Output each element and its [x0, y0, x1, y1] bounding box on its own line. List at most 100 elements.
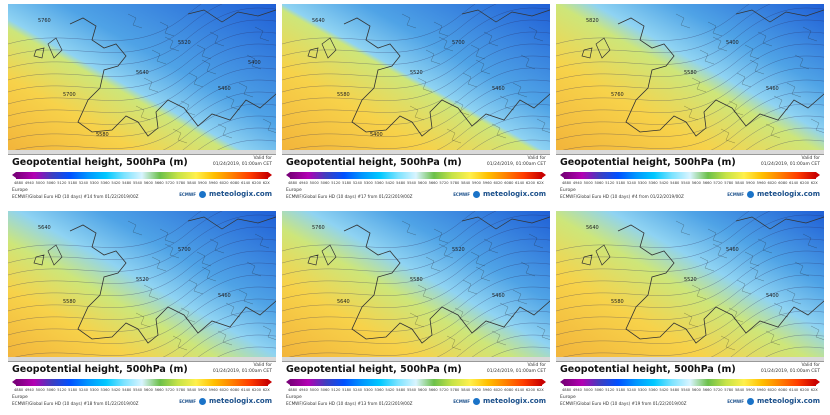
scale-tick-label: 5540: [406, 388, 417, 392]
scale-tick-label: 6080: [778, 388, 788, 392]
brand-logo[interactable]: ECMWF meteologix.com: [179, 397, 272, 405]
scale-tick-label: 5780: [450, 388, 460, 392]
scale-tick-label: 5240: [78, 181, 89, 185]
border-line: [209, 238, 225, 254]
scale-tick-label: 6080: [504, 181, 514, 185]
scale-tick-label: 5600: [691, 181, 701, 185]
brand-logo[interactable]: ECMWF meteologix.com: [727, 397, 820, 405]
scale-tick-label: 5420: [111, 388, 121, 392]
border-line: [246, 261, 262, 277]
contour-line: [556, 91, 824, 153]
brand-logo[interactable]: ECMWF meteologix.com: [453, 397, 546, 405]
region-label: Europe: [286, 188, 302, 193]
border-line: [159, 228, 175, 244]
border-line: [757, 238, 773, 254]
contour-line: [8, 214, 276, 276]
scale-tick-label: 4880: [288, 181, 298, 185]
contour-line: [556, 211, 771, 264]
border-line: [188, 279, 204, 295]
brand-logo[interactable]: ECMWF meteologix.com: [453, 190, 546, 198]
border-line: [707, 21, 723, 37]
border-line: [454, 100, 470, 116]
contour-line: [8, 4, 223, 57]
border-line: [691, 284, 707, 300]
valid-datetime: 01/24/2019, 01:00am CET: [486, 368, 546, 374]
geopotential-map[interactable]: 5820 5760 5580 5400 5460: [556, 4, 824, 155]
border-line: [491, 330, 507, 346]
contour-line: [282, 262, 550, 324]
contour-line: [556, 7, 824, 69]
forecast-panel[interactable]: 5820 5760 5580 5400 5460 Geopotential height,…: [556, 4, 824, 204]
scale-tick-label: 5240: [352, 388, 363, 392]
geopotential-map[interactable]: 5640 5580 5520 5460 5400: [556, 211, 824, 362]
contour-label: 5700: [452, 40, 465, 46]
border-line: [499, 95, 515, 111]
height-field: [556, 4, 824, 154]
scale-tick-label: 5180: [342, 181, 352, 185]
contour-line: [282, 4, 476, 45]
brand-logo[interactable]: ECMWF meteologix.com: [179, 190, 272, 198]
contour-label: 5460: [492, 86, 505, 92]
scale-tick-label: 5900: [197, 388, 207, 392]
scale-tick-label: 5420: [385, 181, 395, 185]
scale-tick-label: 62X: [536, 388, 544, 392]
region-label: Europe: [286, 395, 302, 400]
scale-tick-label: 5660: [154, 181, 164, 185]
scale-tick-label: 5600: [143, 181, 153, 185]
scale-tick-label: 5060: [320, 388, 330, 392]
scale-arrow-right-icon: [816, 379, 820, 385]
border-line: [135, 105, 151, 121]
scale-tick-label: 5420: [385, 388, 395, 392]
forecast-panel[interactable]: 5640 5580 5520 5700 5460 Geopotential height,…: [8, 211, 276, 411]
scale-tick-label: 5360: [374, 181, 384, 185]
scale-tick-label: 6020: [219, 388, 229, 392]
contour-label: 5580: [611, 299, 624, 305]
border-line: [536, 325, 550, 340]
scale-tick-label: 5720: [439, 181, 449, 185]
scale-ticks: 4880 4940 5000 5060 5120 5180 5240 5300 5360 5420…: [562, 388, 818, 392]
valid-label: Valid for: [527, 156, 546, 161]
map-credit-bar: [282, 150, 550, 154]
map-credit-bar: [556, 357, 824, 361]
geopotential-map[interactable]: 5760 5640 5580 5520 5460: [282, 211, 550, 362]
contour-label: 5460: [492, 293, 505, 299]
scale-tick-label: 62X: [262, 388, 270, 392]
scale-tick-label: 5840: [461, 181, 471, 185]
scale-tick-label: 6140: [241, 181, 251, 185]
border-line: [409, 105, 425, 121]
forecast-panel[interactable]: 5760 5700 5640 5520 5460 5580 5400 Geopotential…: [8, 4, 276, 204]
scale-tick-label: 5840: [735, 388, 745, 392]
brand-logo[interactable]: ECMWF meteologix.com: [727, 190, 820, 198]
contour-label: 5520: [452, 247, 465, 253]
forecast-panel[interactable]: 5640 5580 5520 5460 5400 Geopotential height,…: [556, 211, 824, 411]
model-run-label: ECMWF/Global Euro HD (10 days) #14 from …: [12, 194, 139, 199]
border-line: [225, 302, 241, 318]
contour-line: [724, 115, 824, 154]
scale-tick-label: 5420: [659, 181, 669, 185]
border-line: [143, 284, 159, 300]
contour-line: [282, 211, 497, 264]
geopotential-map[interactable]: 5760 5700 5640 5520 5460 5580 5400: [8, 4, 276, 155]
border-line: [254, 233, 270, 249]
contour-line: [556, 250, 824, 312]
scale-tick-label: 5480: [122, 388, 132, 392]
geopotential-map[interactable]: 5640 5580 5520 5700 5460 5400: [282, 4, 550, 155]
scale-bar: [16, 172, 268, 179]
scale-tick-label: 5780: [724, 181, 734, 185]
contour-line: [556, 19, 824, 81]
scale-tick-label: 5180: [68, 388, 78, 392]
forecast-panel[interactable]: 5640 5580 5520 5700 5460 5400 Geopotential hei…: [282, 4, 550, 204]
scale-tick-label: 5060: [320, 181, 330, 185]
contour-line: [556, 79, 824, 141]
coastline: [69, 17, 276, 137]
forecast-panel[interactable]: 5760 5640 5580 5520 5460 Geopotential height,…: [282, 211, 550, 411]
scale-tick-label: 6140: [789, 388, 799, 392]
border-line: [802, 233, 818, 249]
scale-tick-label: 5180: [68, 181, 78, 185]
geopotential-map[interactable]: 5640 5580 5520 5700 5460: [8, 211, 276, 362]
contour-line: [210, 139, 276, 154]
border-line: [736, 72, 752, 88]
scale-tick-label: 4940: [298, 181, 308, 185]
scale-tick-label: 5120: [331, 181, 341, 185]
